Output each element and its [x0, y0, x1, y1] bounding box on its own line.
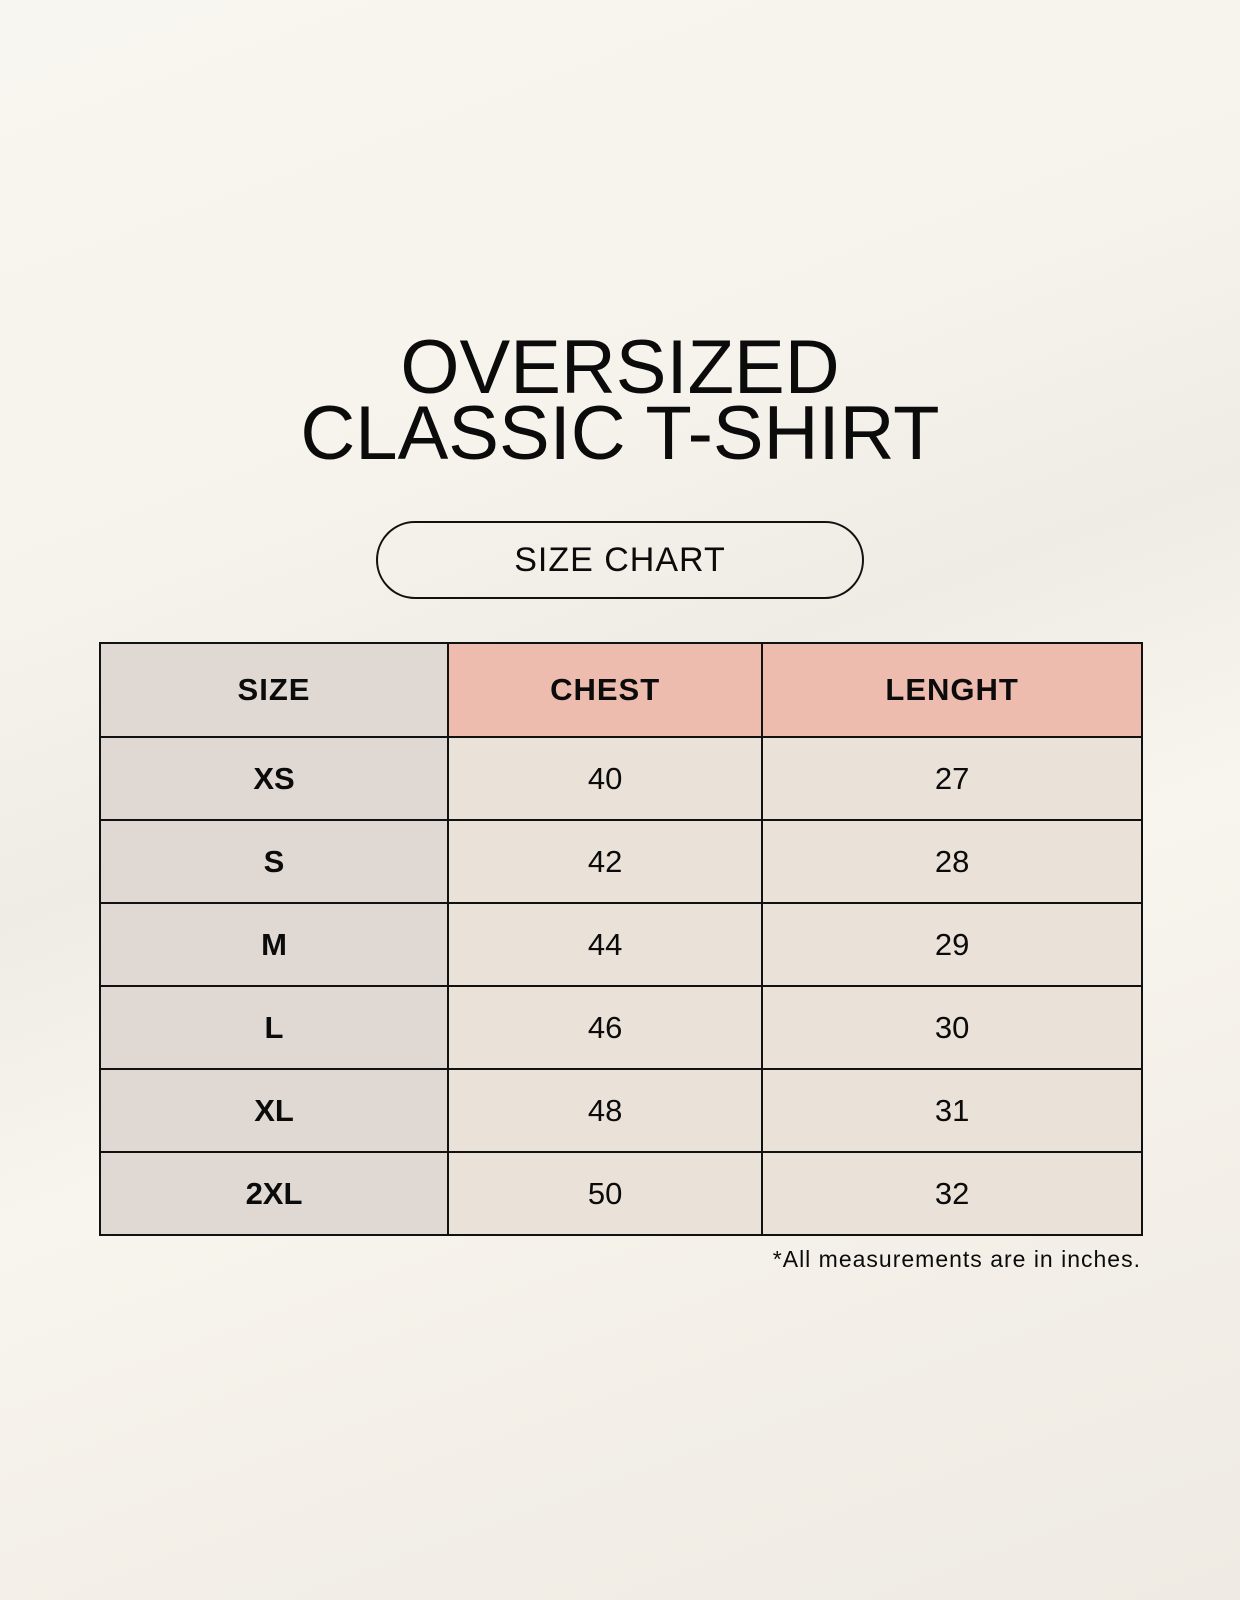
page-title: OVERSIZED CLASSIC T-SHIRT — [0, 325, 1240, 476]
size-cell: XS — [99, 736, 449, 821]
table-row: M 44 29 — [99, 902, 1143, 987]
table-row: XL 48 31 — [99, 1068, 1143, 1153]
size-chart-label: SIZE CHART — [376, 521, 864, 599]
length-cell: 28 — [761, 819, 1143, 904]
chest-cell: 40 — [446, 736, 764, 821]
chest-cell: 46 — [446, 985, 764, 1070]
table-row: 2XL 50 32 — [99, 1151, 1143, 1236]
table-row: L 46 30 — [99, 985, 1143, 1070]
length-cell: 27 — [761, 736, 1143, 821]
size-cell: L — [99, 985, 449, 1070]
length-cell: 32 — [761, 1151, 1143, 1236]
table-row: S 42 28 — [99, 819, 1143, 904]
chest-cell: 42 — [446, 819, 764, 904]
title-line-1: OVERSIZED — [400, 325, 840, 410]
header-chest: CHEST — [446, 642, 764, 738]
header-size: SIZE — [99, 642, 449, 738]
size-table: SIZE CHEST LENGHT XS 40 27 S 42 28 M 44 29 L 46 30 X… — [99, 642, 1143, 1236]
header-length: LENGHT — [761, 642, 1143, 738]
length-cell: 31 — [761, 1068, 1143, 1153]
chest-cell: 44 — [446, 902, 764, 987]
size-cell: XL — [99, 1068, 449, 1153]
length-cell: 29 — [761, 902, 1143, 987]
table-row: XS 40 27 — [99, 736, 1143, 821]
title-line-2: CLASSIC T-SHIRT — [300, 391, 940, 476]
footnote: *All measurements are in inches. — [772, 1246, 1141, 1272]
chest-cell: 48 — [446, 1068, 764, 1153]
table-header-row: SIZE CHEST LENGHT — [99, 642, 1143, 738]
length-cell: 30 — [761, 985, 1143, 1070]
size-cell: M — [99, 902, 449, 987]
size-cell: 2XL — [99, 1151, 449, 1236]
size-cell: S — [99, 819, 449, 904]
chest-cell: 50 — [446, 1151, 764, 1236]
